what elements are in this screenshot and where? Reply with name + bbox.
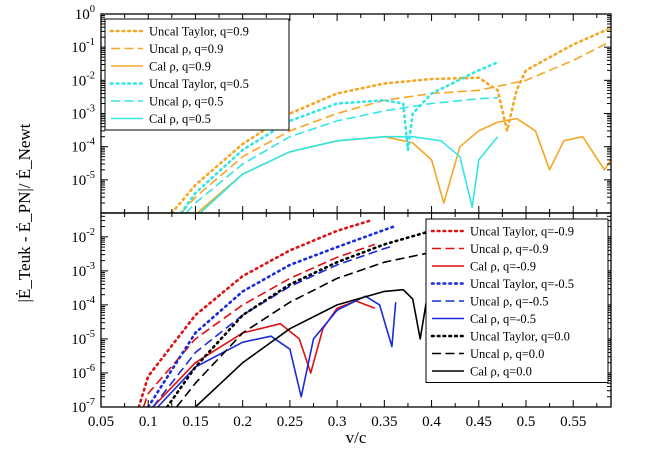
y-tick-label: 100 [75,4,95,23]
y-tick-label: 10-4 [71,137,95,156]
series-line-1-5 [157,295,397,407]
series-line-1-8 [194,280,438,407]
y-tick-label: 10-2 [71,227,95,246]
y-tick-label: 10-3 [71,261,95,280]
bottom-panel: 0.05 0.1 0.15 0.2 0.25 0.3 0.35 0.4 0.45 0.5 0.55 1… [71,212,612,430]
series-line-1-4 [152,244,395,407]
axis-labels: v/c |Ė_Teuk - Ė_PN|/ Ė_Newt [15,123,367,447]
series-line-1-2 [152,300,376,407]
legend-label: Uncal ρ, q=-0.5 [470,295,549,309]
y-tick-label: 10-4 [71,295,95,314]
y-tick-label: 10-3 [71,104,95,123]
series-line-0-0 [170,26,611,213]
legend: Uncal Taylor, q=-0.9 Uncal ρ, q=-0.9 Cal ρ… [425,218,609,383]
legend-label: Uncal Taylor, q=-0.9 [470,225,574,239]
y-axis-label: |Ė_Teuk - Ė_PN|/ Ė_Newt [15,123,34,302]
y-tick-label: 10-5 [71,170,95,189]
x-tick-label: 0.1 [139,414,158,430]
series-line-1-7 [175,244,479,407]
y-tick-label: 10-6 [71,363,95,382]
legend-label: Cal ρ, q=0.9 [149,60,211,74]
series-line-1-3 [146,225,396,407]
series-line-0-4 [185,96,498,213]
legend-label: Cal ρ, q=-0.5 [470,312,536,326]
series-line-0-3 [180,60,500,213]
x-tick-label: 0.35 [371,414,397,430]
series-line-1-0 [137,219,372,407]
legend-box [425,218,609,383]
series-line-1-6 [165,219,481,407]
series-line-0-1 [180,40,611,213]
x-tick-label: 0.25 [277,414,303,430]
y-tick-label: 10-7 [71,397,95,416]
x-tick-label: 0.45 [466,414,492,430]
legend-label: Cal ρ, q=0.0 [470,365,532,379]
series-group [137,219,481,407]
x-tick-label: 0.55 [560,414,586,430]
legend-label: Uncal ρ, q=0.0 [470,347,544,361]
x-tick-label: 0.2 [233,414,252,430]
legend-label: Uncal Taylor, q=0.0 [470,330,570,344]
series-group [170,26,611,213]
x-axis-label: v/c [346,428,367,447]
legend-label: Uncal ρ, q=-0.9 [470,242,549,256]
y-tick-label: 10-2 [71,70,95,89]
x-tick-label: 0.4 [422,414,441,430]
legend-label: Uncal ρ, q=0.9 [149,42,223,56]
x-tick-label: 0.05 [88,414,114,430]
y-tick-label: 10-5 [71,329,95,348]
legend-label: Cal ρ, q=-0.9 [470,260,536,274]
legend-label: Uncal Taylor, q=-0.5 [470,277,574,291]
legend: Uncal Taylor, q=0.9 Uncal ρ, q=0.9 Cal ρ, … [104,18,290,131]
legend-label: Cal ρ, q=0.5 [149,112,211,126]
y-tick-label: 10-1 [71,37,95,56]
x-tick-label: 0.5 [517,414,536,430]
legend-box [104,18,290,131]
series-line-1-1 [142,243,376,407]
x-tick-label: 0.15 [182,414,208,430]
legend-label: Uncal Taylor, q=0.9 [149,25,249,39]
legend-label: Uncal Taylor, q=0.5 [149,77,249,91]
x-tick-label: 0.3 [328,414,347,430]
top-panel: 10-5 10-4 10-3 10-2 10-1 100 Uncal Taylor, q=0… [71,4,612,214]
series-line-0-5 [199,135,499,213]
legend-label: Uncal ρ, q=0.5 [149,95,223,109]
plot-frame [100,212,612,408]
